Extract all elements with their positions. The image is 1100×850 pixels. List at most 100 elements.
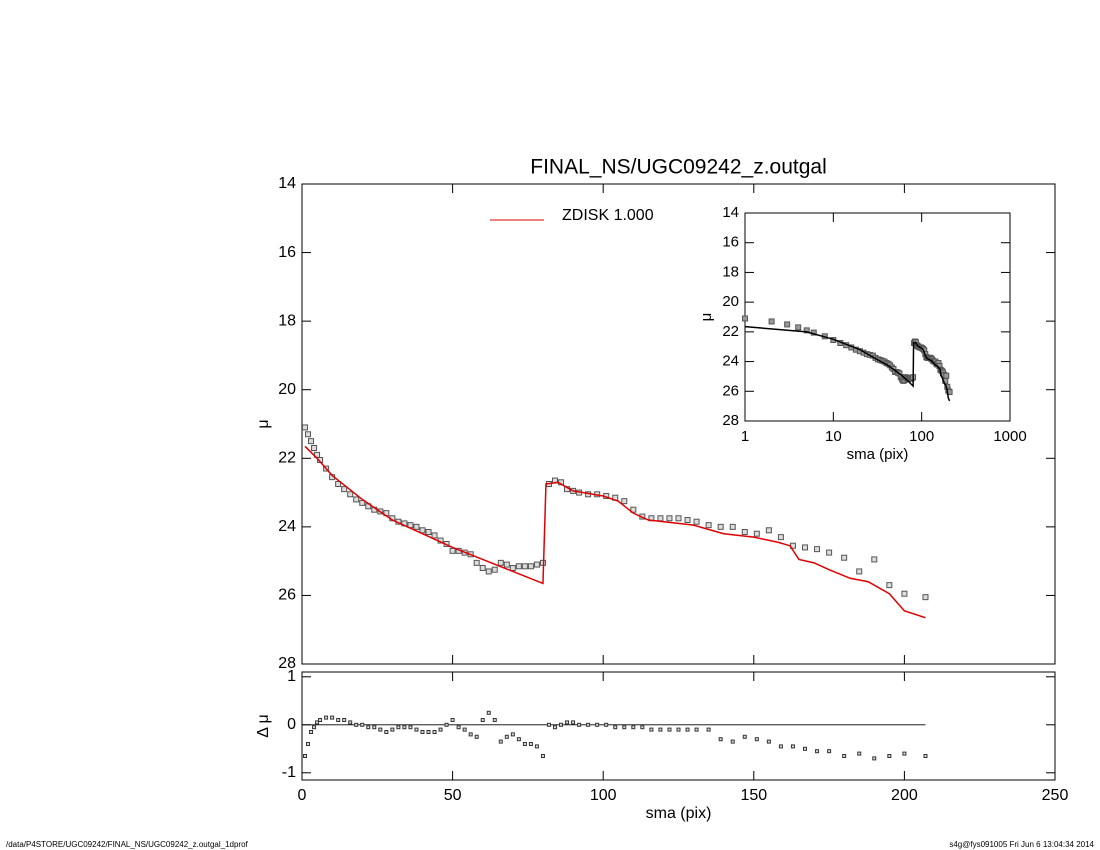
x-tick-label: 1 (741, 428, 749, 445)
data-point (795, 324, 802, 331)
data-point (717, 523, 724, 530)
data-point (765, 527, 772, 534)
y-tick-label: 14 (722, 204, 739, 221)
data-point (303, 754, 308, 758)
data-point (366, 725, 371, 730)
data-point (803, 327, 810, 334)
data-point (621, 498, 628, 505)
data-point (872, 756, 877, 761)
data-point (649, 727, 654, 732)
data-point (425, 529, 432, 535)
data-point (521, 563, 528, 570)
data-point (533, 561, 540, 568)
data-point (857, 751, 862, 756)
data-point (657, 515, 664, 522)
x-tick-label: 250 (1042, 787, 1069, 804)
data-point (341, 486, 348, 493)
data-point (474, 734, 479, 739)
data-point (815, 749, 820, 754)
data-point (309, 730, 314, 734)
data-point (886, 582, 893, 589)
data-point (419, 527, 426, 534)
data-point (826, 549, 833, 556)
footer-right: s4g@fys091005 Fri Jun 6 13:04:34 2014 (949, 840, 1094, 849)
data-point (492, 718, 497, 722)
data-point (480, 718, 485, 722)
data-point (706, 727, 711, 732)
data-point (311, 445, 318, 451)
data-point (342, 718, 347, 722)
data-point (509, 565, 516, 571)
data-point (324, 715, 329, 720)
data-point (565, 720, 570, 725)
data-point (753, 530, 760, 537)
data-point (390, 727, 395, 732)
data-point (553, 725, 558, 730)
data-point (528, 742, 533, 746)
data-point (667, 727, 672, 732)
y-tick-label: 28 (278, 655, 296, 672)
data-point (754, 737, 759, 742)
data-point (306, 742, 311, 746)
data-point (943, 372, 950, 379)
data-point (462, 727, 467, 732)
data-point (784, 321, 791, 328)
data-point (315, 720, 320, 725)
y-tick-label: 20 (722, 293, 739, 310)
data-point (402, 725, 407, 730)
data-point (768, 318, 775, 325)
data-point (426, 730, 431, 734)
x-tick-label: 100 (590, 787, 617, 804)
data-point (613, 725, 618, 730)
data-point (546, 722, 551, 727)
x-tick-label: 0 (298, 787, 307, 804)
y-tick-label: 18 (278, 312, 296, 329)
x-tick-label: 200 (891, 787, 918, 804)
data-point (372, 725, 377, 730)
y-tick-label: 16 (278, 244, 296, 261)
data-point (353, 496, 360, 503)
data-point (302, 424, 309, 431)
data-point (431, 532, 438, 539)
y-tick-label: 26 (278, 587, 296, 604)
y-tick-label: 24 (722, 353, 739, 370)
data-point (730, 739, 735, 744)
data-point (631, 725, 636, 730)
data-point (420, 730, 425, 734)
y-axis-label: μ (698, 313, 715, 322)
data-point (841, 554, 848, 561)
data-point (802, 544, 809, 551)
x-tick-label: 50 (444, 787, 462, 804)
footer-left: /data/P4STORE/UGC09242/FINAL_NS/UGC09242… (6, 840, 249, 849)
data-point (515, 563, 522, 570)
legend-label: ZDISK 1.000 (562, 207, 654, 224)
model-line (304, 445, 926, 619)
data-point (444, 722, 449, 727)
data-point (803, 746, 808, 751)
y-axis-label: Δ μ (255, 714, 272, 737)
data-point (312, 725, 317, 730)
data-point (408, 725, 413, 730)
y-tick-label: 24 (278, 518, 296, 535)
x-tick-label: 100 (909, 428, 934, 445)
data-point (923, 754, 928, 758)
data-point (604, 722, 609, 727)
data-point (305, 431, 312, 438)
data-point (827, 749, 832, 754)
data-point (742, 315, 748, 322)
data-point (685, 727, 690, 732)
data-point (503, 561, 510, 568)
plot-frame (744, 212, 1011, 422)
x-tick-label: 10 (825, 428, 842, 445)
data-point (540, 754, 545, 758)
data-point (516, 737, 521, 742)
data-point (522, 742, 527, 746)
data-point (901, 590, 908, 597)
data-point (790, 744, 795, 749)
data-point (384, 730, 389, 734)
data-point (693, 518, 700, 525)
y-tick-label: 1 (287, 668, 296, 685)
data-point (902, 751, 907, 756)
data-point (347, 491, 354, 498)
